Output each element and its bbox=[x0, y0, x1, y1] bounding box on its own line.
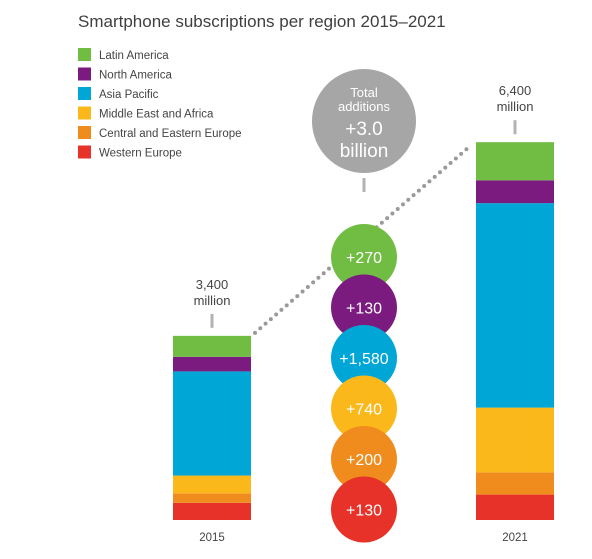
addition-bubble bbox=[331, 476, 397, 543]
addition-label: +740 bbox=[346, 402, 382, 419]
bar-segment bbox=[173, 502, 251, 520]
legend-swatch bbox=[78, 145, 91, 159]
bar-segment bbox=[476, 407, 554, 473]
addition-label: +1,580 bbox=[339, 351, 388, 368]
chart-title: Smartphone subscriptions per region 2015… bbox=[78, 12, 446, 31]
bar-segment bbox=[476, 494, 554, 520]
legend-label: Asia Pacific bbox=[99, 89, 159, 101]
x-tick-label: 2021 bbox=[502, 532, 528, 544]
bar-segment bbox=[173, 335, 251, 357]
total-additions-line2: additions bbox=[338, 99, 391, 114]
legend-swatch bbox=[78, 87, 91, 100]
bar-segment bbox=[476, 203, 554, 408]
addition-bubble bbox=[331, 274, 397, 341]
addition-label: +200 bbox=[346, 452, 382, 469]
total-additions-line1: Total bbox=[350, 85, 378, 100]
legend-label: Latin America bbox=[99, 50, 169, 62]
bar-segment bbox=[476, 472, 554, 495]
legend-label: Central and Eastern Europe bbox=[99, 128, 242, 140]
addition-label: +130 bbox=[346, 301, 382, 318]
total-additions-unit: billion bbox=[340, 141, 389, 162]
total-additions-circle bbox=[312, 69, 416, 173]
legend: Latin America North America Asia Pacific Mi… bbox=[78, 48, 242, 160]
bar-segment bbox=[173, 475, 251, 494]
addition-label: +130 bbox=[346, 503, 382, 520]
bar-segment bbox=[173, 493, 251, 503]
legend-swatch bbox=[78, 126, 91, 139]
bar-segment bbox=[173, 371, 251, 476]
bar-total-unit: million bbox=[194, 293, 231, 308]
x-tick-label: 2015 bbox=[199, 532, 225, 544]
total-additions-value: +3.0 bbox=[345, 119, 383, 140]
bar-segment bbox=[173, 356, 251, 372]
legend-label: Western Europe bbox=[99, 148, 182, 160]
addition-label: +270 bbox=[346, 250, 382, 267]
bar-total-value: 6,400 bbox=[499, 83, 532, 98]
legend-swatch bbox=[78, 106, 91, 120]
addition-bubble bbox=[331, 325, 397, 391]
legend-label: North America bbox=[99, 70, 172, 82]
bar-segment bbox=[476, 180, 554, 204]
bar-total-value: 3,400 bbox=[196, 277, 229, 292]
addition-bubble bbox=[331, 224, 397, 290]
bar-total-unit: million bbox=[497, 99, 534, 114]
addition-bubble bbox=[331, 426, 397, 492]
legend-swatch bbox=[78, 67, 91, 81]
legend-label: Middle East and Africa bbox=[99, 109, 214, 121]
bar-segment bbox=[476, 142, 554, 181]
connector-dotted-line bbox=[253, 144, 472, 335]
addition-bubble bbox=[331, 375, 397, 442]
legend-swatch bbox=[78, 48, 91, 61]
